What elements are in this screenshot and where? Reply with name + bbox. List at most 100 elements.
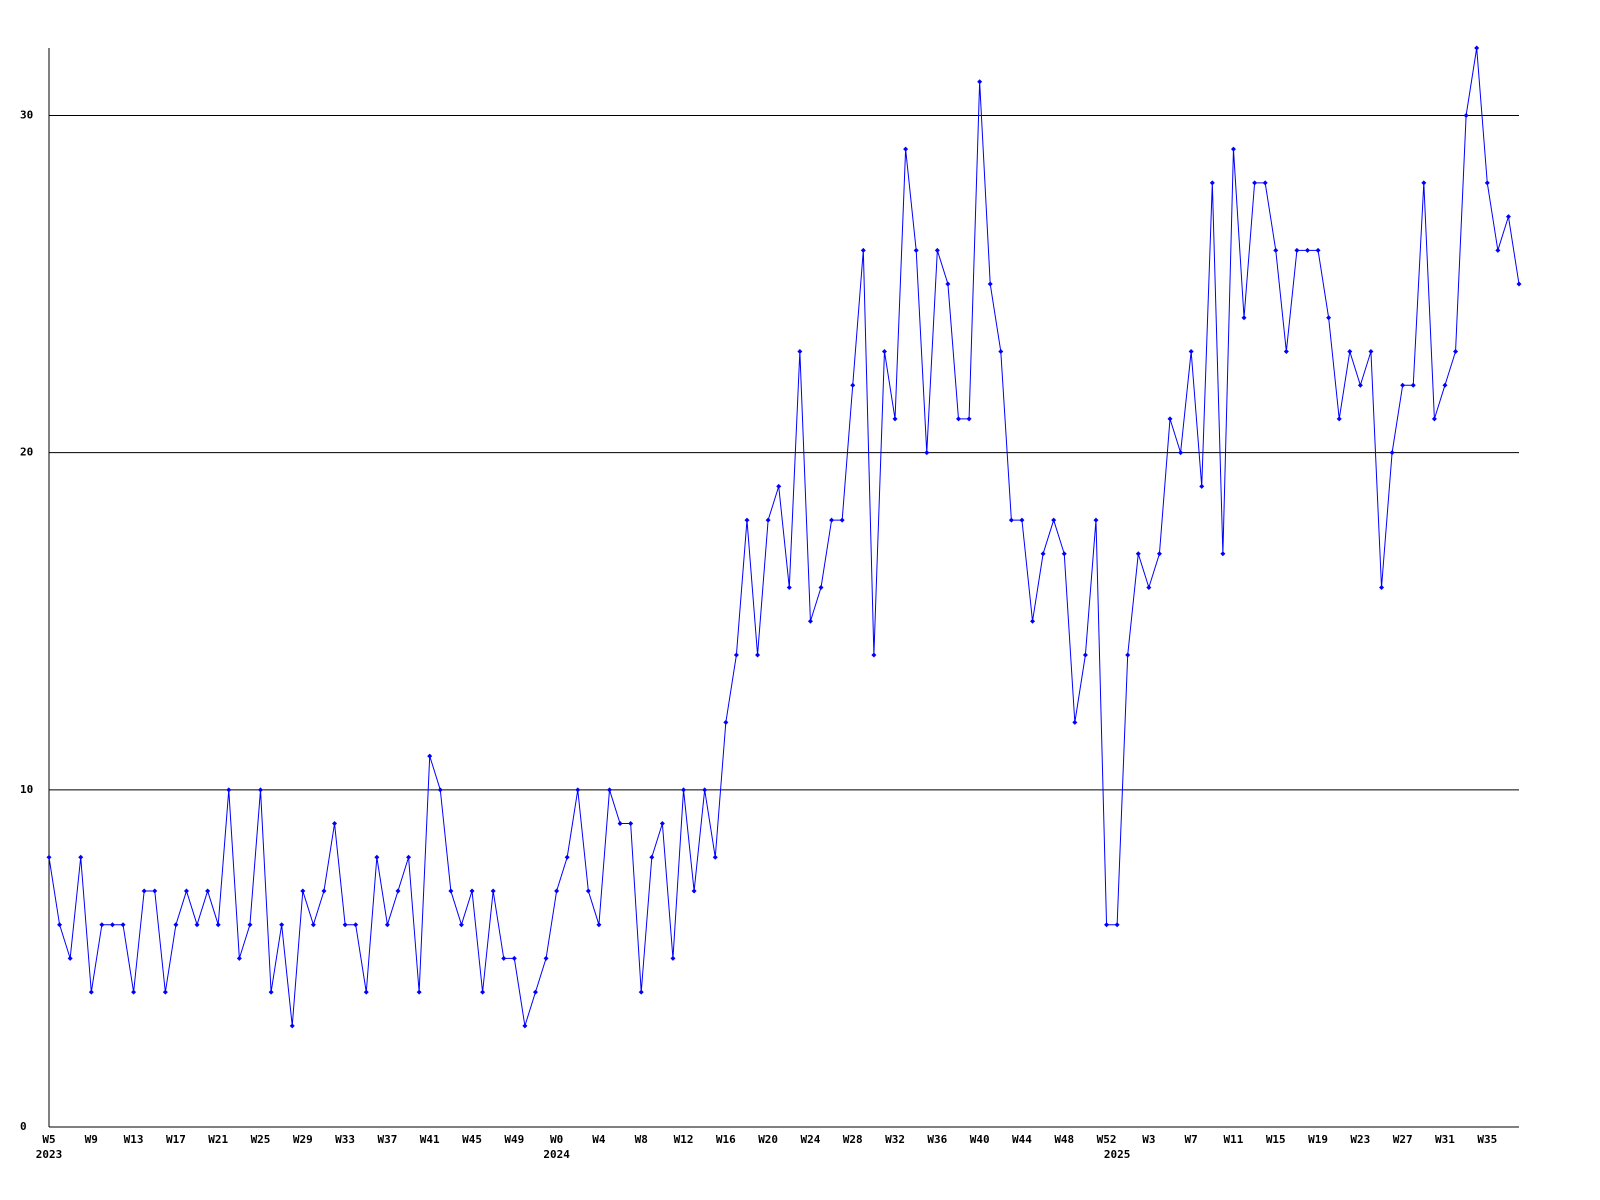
- x-tick-label: W28: [843, 1133, 863, 1146]
- point-marker: [955, 416, 961, 422]
- point-marker: [913, 247, 919, 253]
- point-marker: [712, 854, 718, 860]
- point-marker: [892, 416, 898, 422]
- point-marker: [1230, 146, 1236, 152]
- point-marker: [702, 787, 708, 793]
- point-marker: [607, 787, 613, 793]
- point-marker: [1167, 416, 1173, 422]
- point-marker: [1357, 382, 1363, 388]
- point-marker: [1262, 180, 1268, 186]
- point-marker: [1516, 281, 1522, 287]
- point-marker: [575, 787, 581, 793]
- x-tick-label: W13: [124, 1133, 144, 1146]
- x-tick-label: W0: [550, 1133, 563, 1146]
- y-tick-label: 10: [20, 783, 33, 796]
- point-marker: [173, 922, 179, 928]
- point-marker: [205, 888, 211, 894]
- point-marker: [1315, 247, 1321, 253]
- point-marker: [406, 854, 412, 860]
- point-marker: [1093, 517, 1099, 523]
- point-marker: [1283, 348, 1289, 354]
- point-marker: [1220, 551, 1226, 557]
- x-tick-label: W9: [85, 1133, 98, 1146]
- y-tick-label: 30: [20, 108, 33, 121]
- point-marker: [437, 787, 443, 793]
- point-marker: [152, 888, 158, 894]
- point-marker: [628, 821, 634, 827]
- point-marker: [807, 618, 813, 624]
- point-marker: [934, 247, 940, 253]
- x-tick-label: W24: [801, 1133, 821, 1146]
- point-marker: [374, 854, 380, 860]
- point-marker: [194, 922, 200, 928]
- point-marker: [945, 281, 951, 287]
- point-marker: [363, 989, 369, 995]
- point-marker: [384, 922, 390, 928]
- point-marker: [1273, 247, 1279, 253]
- point-marker: [871, 652, 877, 658]
- point-marker: [57, 922, 63, 928]
- point-marker: [998, 348, 1004, 354]
- point-marker: [1030, 618, 1036, 624]
- point-marker: [860, 247, 866, 253]
- point-marker: [310, 922, 316, 928]
- point-marker: [395, 888, 401, 894]
- point-marker: [585, 888, 591, 894]
- point-marker: [617, 821, 623, 827]
- point-marker: [829, 517, 835, 523]
- point-marker: [744, 517, 750, 523]
- point-marker: [88, 989, 94, 995]
- x-tick-label: W33: [335, 1133, 355, 1146]
- point-marker: [501, 955, 507, 961]
- point-marker: [1410, 382, 1416, 388]
- x-tick-label: W49: [504, 1133, 524, 1146]
- point-marker: [490, 888, 496, 894]
- point-marker: [321, 888, 327, 894]
- point-marker: [924, 450, 930, 456]
- point-marker: [554, 888, 560, 894]
- point-marker: [268, 989, 274, 995]
- x-tick-label: W35: [1477, 1133, 1497, 1146]
- x-tick-label: W16: [716, 1133, 736, 1146]
- point-marker: [1114, 922, 1120, 928]
- point-marker: [1463, 112, 1469, 118]
- point-marker: [522, 1023, 528, 1029]
- point-marker: [1178, 450, 1184, 456]
- point-marker: [786, 585, 792, 590]
- point-marker: [120, 922, 126, 928]
- point-marker: [1389, 450, 1395, 456]
- x-tick-label: W27: [1393, 1133, 1413, 1146]
- point-marker: [1442, 382, 1448, 388]
- point-marker: [1019, 517, 1025, 523]
- point-marker: [480, 989, 486, 995]
- point-marker: [850, 382, 856, 388]
- point-marker: [131, 989, 137, 995]
- point-marker: [1400, 382, 1406, 388]
- x-tick-label: W17: [166, 1133, 186, 1146]
- x-tick-label: W5: [42, 1133, 55, 1146]
- point-marker: [1156, 551, 1162, 557]
- point-marker: [564, 854, 570, 860]
- point-marker: [99, 922, 105, 928]
- point-marker: [776, 483, 782, 489]
- x-tick-label: W29: [293, 1133, 313, 1146]
- point-marker: [1474, 45, 1480, 51]
- point-marker: [1040, 551, 1046, 557]
- x-tick-label: W21: [208, 1133, 228, 1146]
- point-marker: [1146, 585, 1152, 590]
- x-year-label: 2024: [543, 1148, 570, 1161]
- point-marker: [1347, 348, 1353, 354]
- x-tick-label: W12: [674, 1133, 694, 1146]
- point-marker: [1368, 348, 1374, 354]
- point-marker: [596, 922, 602, 928]
- point-marker: [532, 989, 538, 995]
- point-marker: [183, 888, 189, 894]
- point-marker: [427, 753, 433, 759]
- point-marker: [1209, 180, 1215, 186]
- point-marker: [1104, 922, 1110, 928]
- x-tick-label: W3: [1142, 1133, 1155, 1146]
- x-tick-label: W32: [885, 1133, 905, 1146]
- point-marker: [1431, 416, 1437, 422]
- line: [48, 47, 1520, 1026]
